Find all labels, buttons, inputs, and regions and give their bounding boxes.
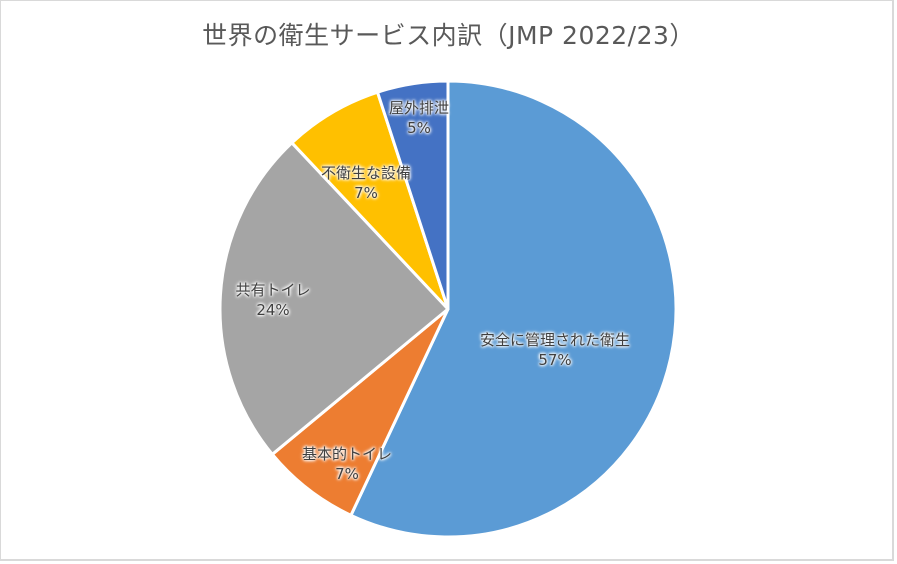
chart-title: 世界の衛生サービス内訳（JMP 2022/23）	[202, 21, 695, 50]
slice-label-percent: 7%	[335, 465, 359, 483]
slice-label-name: 基本的トイレ	[301, 445, 393, 463]
data-label-shared: 共有トイレ 24%	[235, 280, 310, 320]
pie-slice	[218, 141, 450, 456]
slice-label-name: 屋外排泄	[388, 99, 450, 117]
slice-label-name: 共有トイレ	[235, 281, 311, 299]
slice-label-percent: 24%	[256, 301, 290, 319]
data-label-safely-managed: 安全に管理された衛生 57%	[480, 330, 630, 370]
data-label-unimproved: 不衛生な設備 7%	[321, 163, 411, 203]
data-label-open-defecation: 屋外排泄 5%	[389, 98, 449, 138]
slice-label-name: 不衛生な設備	[320, 164, 412, 182]
data-label-basic: 基本的トイレ 7%	[302, 444, 392, 484]
slice-label-percent: 5%	[407, 119, 431, 137]
slice-label-name: 安全に管理された衛生	[479, 331, 631, 349]
slice-label-percent: 7%	[354, 184, 378, 202]
pie-slice	[376, 79, 450, 311]
pie-slice	[349, 79, 678, 539]
slice-label-percent: 57%	[538, 351, 572, 369]
